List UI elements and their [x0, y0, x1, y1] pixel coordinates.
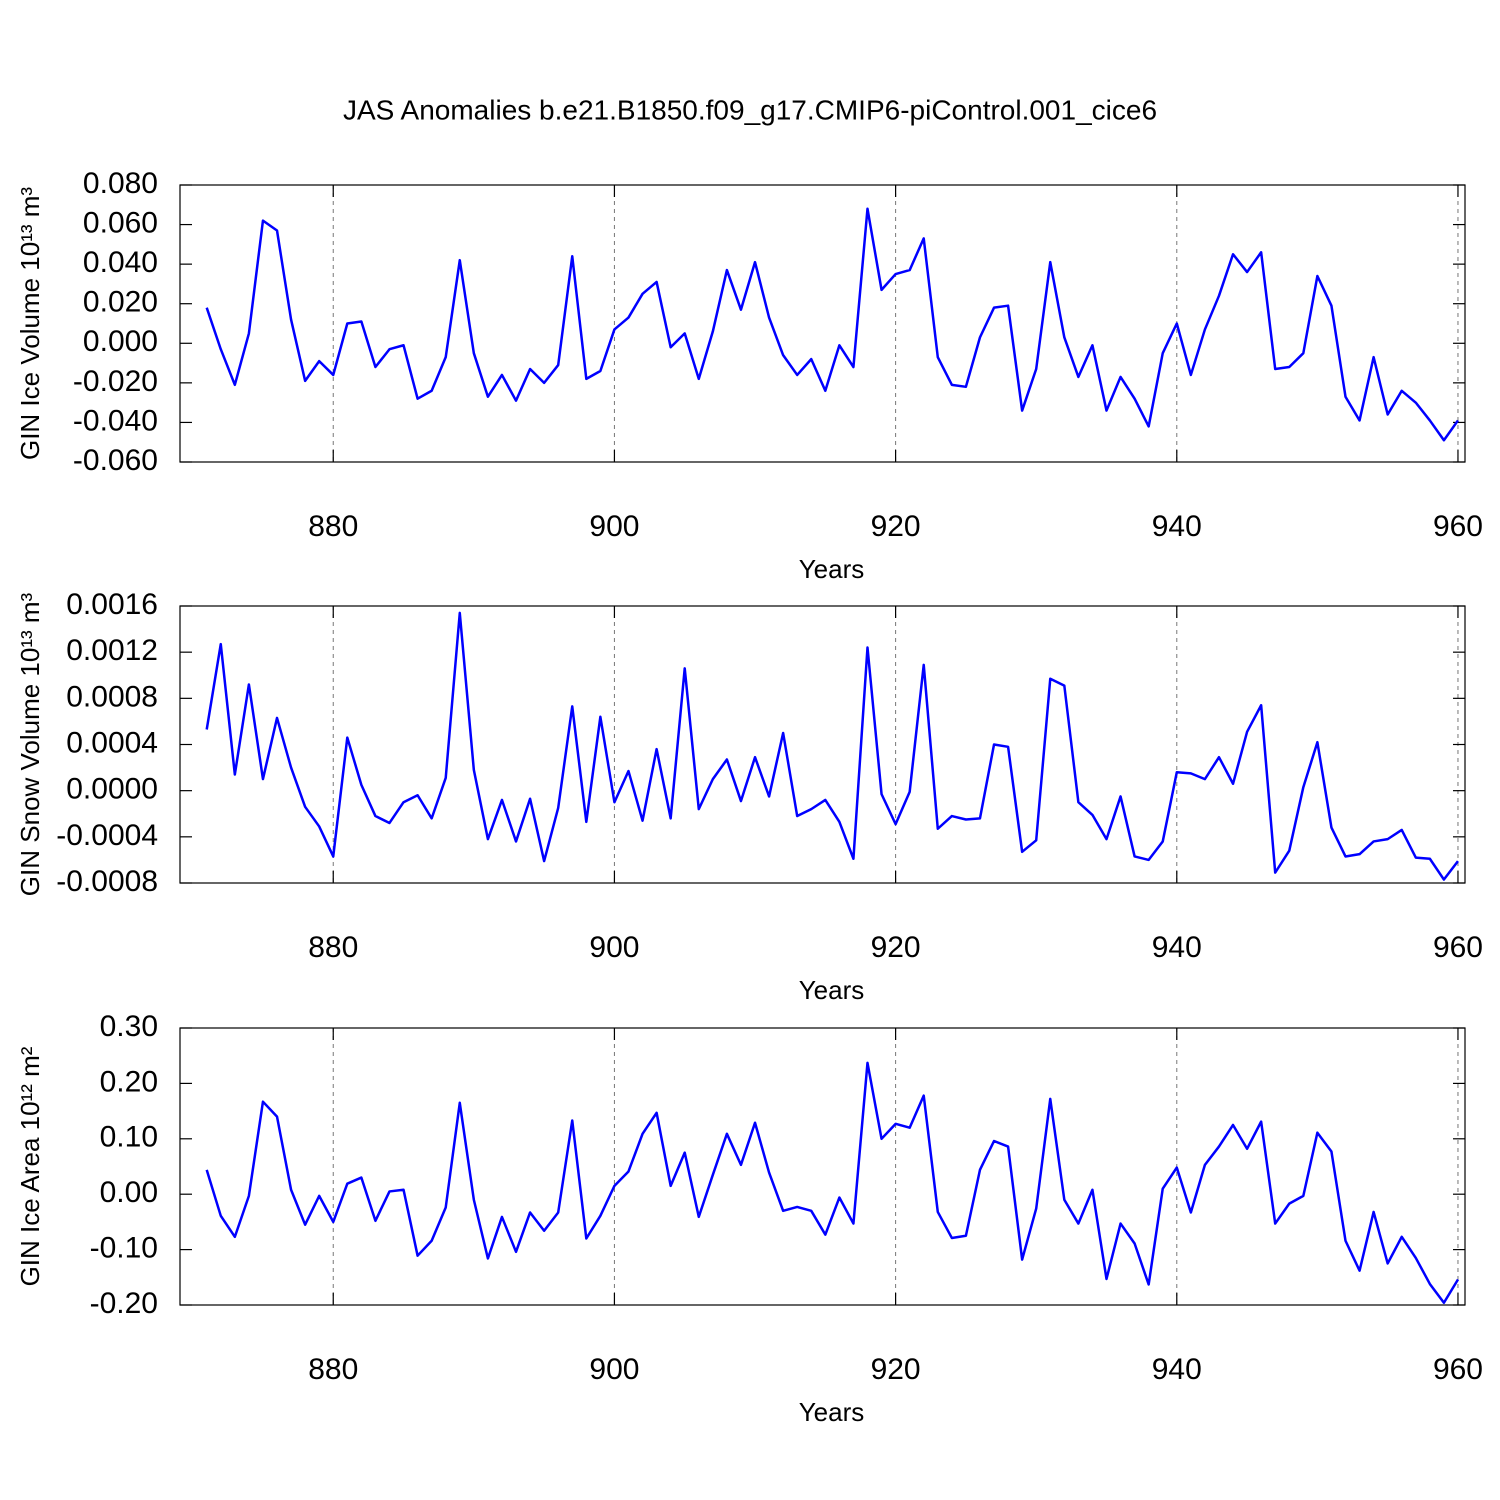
x-axis-label: Years: [799, 554, 865, 584]
y-tick-label: 0.060: [83, 206, 158, 239]
x-tick-label: 880: [308, 1353, 358, 1386]
y-tick-label: 0.00: [100, 1176, 158, 1209]
x-tick-label: 920: [871, 931, 921, 964]
y-tick-label: -0.040: [73, 404, 158, 437]
y-tick-label: -0.0008: [56, 865, 158, 898]
x-tick-label: 900: [589, 931, 639, 964]
y-tick-label: 0.0012: [66, 634, 158, 667]
y-tick-label: 0.040: [83, 246, 158, 279]
y-tick-label: 0.20: [100, 1065, 158, 1098]
data-line: [205, 611, 1459, 881]
x-tick-label: 900: [589, 1353, 639, 1386]
y-tick-label: 0.30: [100, 1010, 158, 1043]
x-axis-label: Years: [799, 1397, 865, 1427]
y-tick-label: -0.060: [73, 444, 158, 477]
y-tick-label: 0.0000: [66, 773, 158, 806]
plot-frame: [179, 605, 1466, 884]
x-tick-label: 920: [871, 1353, 921, 1386]
y-tick-label: 0.020: [83, 286, 158, 319]
y-tick-label: -0.20: [90, 1287, 158, 1320]
y-tick-label: 0.080: [83, 167, 158, 200]
plot-frame: [179, 184, 1466, 463]
y-tick-label: 0.000: [83, 325, 158, 358]
y-axis-label: GIN Ice Area 10¹² m²: [15, 1046, 45, 1286]
y-axis-label: GIN Ice Volume 10¹³ m³: [15, 187, 45, 460]
y-tick-label: 0.10: [100, 1121, 158, 1154]
x-axis-label: Years: [799, 975, 865, 1005]
chart-title: JAS Anomalies b.e21.B1850.f09_g17.CMIP6-…: [343, 94, 1157, 125]
x-tick-label: 960: [1433, 1353, 1483, 1386]
y-tick-label: 0.0008: [66, 680, 158, 713]
y-tick-label: -0.0004: [56, 819, 158, 852]
y-tick-label: -0.020: [73, 365, 158, 398]
y-tick-label: 0.0004: [66, 726, 158, 759]
x-tick-label: 940: [1152, 1353, 1202, 1386]
plot-frame: [179, 1027, 1466, 1306]
x-tick-label: 960: [1433, 510, 1483, 543]
x-tick-label: 900: [589, 510, 639, 543]
y-tick-label: -0.10: [90, 1232, 158, 1265]
x-tick-label: 960: [1433, 931, 1483, 964]
data-line: [205, 207, 1459, 442]
y-tick-label: 0.0016: [66, 588, 158, 621]
data-line: [205, 1061, 1460, 1305]
x-tick-label: 920: [871, 510, 921, 543]
y-axis-label: GIN Snow Volume 10¹³ m³: [15, 592, 45, 896]
x-tick-label: 880: [308, 931, 358, 964]
x-tick-label: 940: [1152, 931, 1202, 964]
x-tick-label: 880: [308, 510, 358, 543]
x-tick-label: 940: [1152, 510, 1202, 543]
